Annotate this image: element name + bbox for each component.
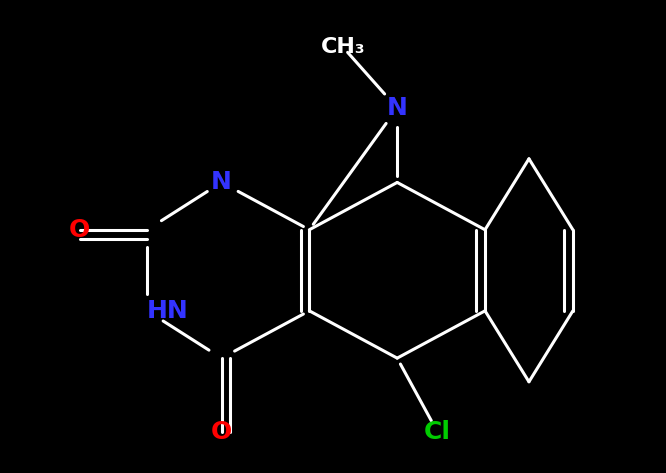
Text: O: O	[69, 218, 90, 242]
Text: Cl: Cl	[424, 420, 452, 445]
Text: O: O	[211, 420, 232, 445]
Text: HN: HN	[147, 299, 189, 323]
Text: N: N	[211, 170, 232, 194]
Text: CH₃: CH₃	[321, 37, 366, 57]
Text: N: N	[387, 96, 408, 120]
